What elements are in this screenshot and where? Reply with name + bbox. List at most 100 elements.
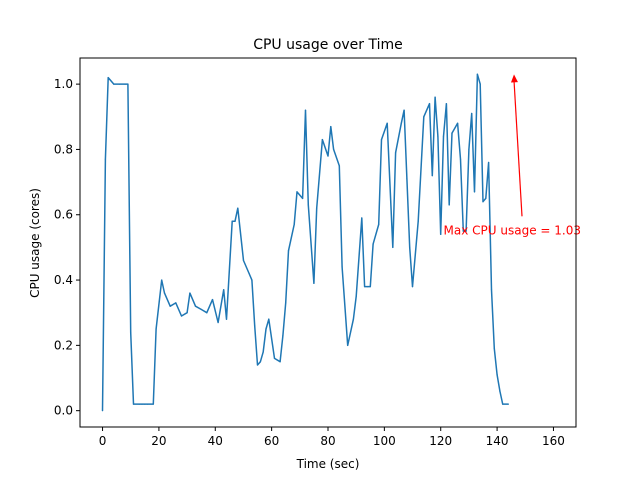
data-point [445,103,447,105]
data-point [473,191,476,193]
data-point [490,289,493,291]
y-axis-ticks: 0.0 0.2 0.4 0.6 0.8 1.0 [54,77,80,418]
data-point [152,403,154,405]
data-point [442,135,445,137]
data-point [147,403,149,405]
data-point [302,197,304,199]
data-point [285,302,287,304]
data-point [471,112,473,115]
annotation-arrow [513,80,523,217]
data-point [372,243,374,245]
data-point [333,148,335,150]
data-point [107,77,109,79]
data-point [186,312,188,314]
data-point [361,217,363,219]
data-point [341,266,343,268]
data-point [259,361,261,363]
x-tick-label: 40 [208,434,223,448]
data-point [507,403,509,405]
data-point [225,318,228,320]
data-point [431,175,433,177]
data-point [251,279,253,281]
y-tick-label: 1.0 [54,77,73,91]
data-point [304,109,307,111]
data-point [234,220,236,222]
data-point [321,139,323,141]
data-point [180,315,183,317]
y-tick-label: 0.6 [54,208,73,222]
data-point [279,361,281,363]
data-point [101,410,104,412]
y-tick-label: 0.4 [54,273,73,287]
data-point [462,230,464,232]
annotation-arrowhead [510,74,518,83]
data-point [437,135,439,137]
data-point [132,403,135,405]
data-point [366,286,369,288]
y-axis-label: CPU usage (cores) [28,188,42,298]
data-point [378,223,380,226]
data-point [448,204,450,206]
data-point [476,73,478,75]
data-point [296,191,298,193]
data-point [338,165,340,167]
data-point [380,139,383,141]
data-point [488,161,490,164]
x-tick-label: 120 [429,434,452,448]
data-point [127,83,129,85]
x-tick-label: 20 [151,434,166,448]
data-point [268,318,270,320]
data-point [256,364,259,366]
data-point [434,96,436,98]
data-point [327,155,329,157]
data-point [287,250,290,252]
data-point [417,220,419,222]
data-point [457,122,459,124]
data-point [307,204,309,206]
data-point [485,197,487,199]
data-point [273,357,276,359]
data-point [468,148,470,150]
data-point [130,331,132,333]
x-tick-label: 160 [542,434,565,448]
data-point [175,302,177,304]
x-tick-label: 140 [486,434,509,448]
data-point [254,325,256,327]
data-point [386,122,388,124]
data-point [237,207,239,209]
cpu-usage-line [101,73,509,411]
data-point [499,390,501,392]
data-point [465,230,467,232]
data-point [223,289,225,291]
data-point [282,335,284,337]
data-point [409,246,411,248]
x-tick-label: 80 [320,434,335,448]
x-axis-ticks: 0 20 40 60 80 100 120 140 160 [99,427,565,448]
y-tick-label: 0.0 [54,404,73,418]
plot-area [80,58,576,427]
data-point [242,259,245,262]
data-point [347,344,349,346]
data-point [451,132,453,134]
data-point [392,246,394,248]
data-point [496,374,498,376]
data-point [211,299,214,301]
data-point [194,305,197,307]
data-point [479,83,481,85]
data-point [482,201,484,203]
x-tick-label: 100 [373,434,396,448]
x-tick-label: 0 [99,434,107,448]
data-point [200,308,202,310]
data-point [403,109,405,111]
data-point [155,328,157,330]
data-point [163,292,166,294]
x-tick-label: 60 [264,434,279,448]
data-point [144,403,146,405]
data-point [369,286,371,288]
data-point [217,321,219,324]
plot-frame [79,57,577,428]
data-point [493,348,495,350]
data-point [313,282,315,284]
data-point [330,126,332,128]
